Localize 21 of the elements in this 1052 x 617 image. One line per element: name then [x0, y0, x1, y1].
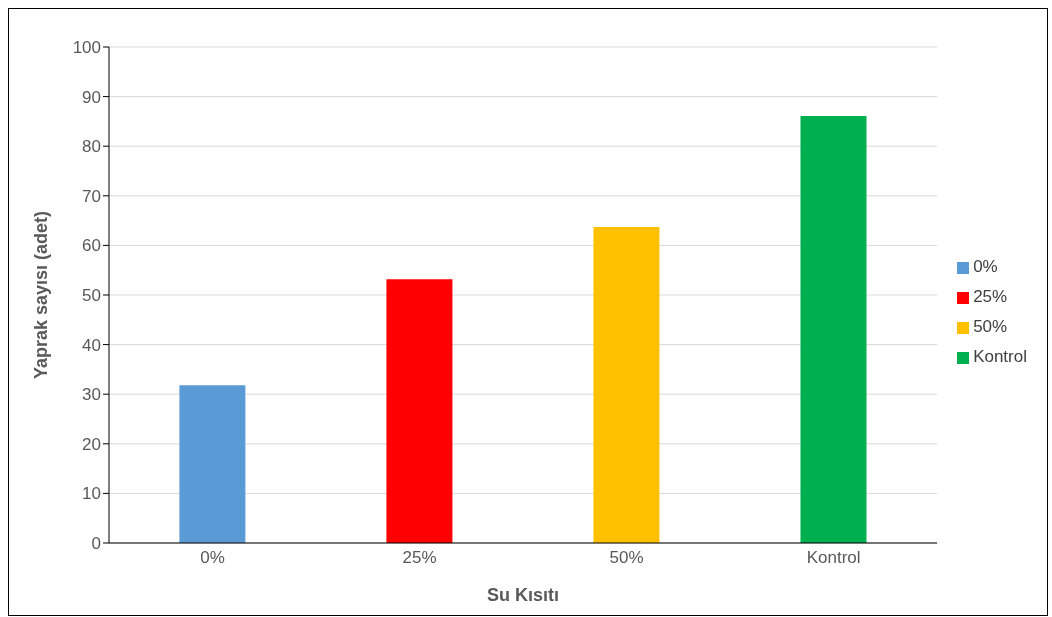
- y-tick-label: 100: [72, 38, 101, 58]
- y-tick-label: 40: [82, 335, 101, 355]
- x-tick-label: 25%: [402, 548, 437, 568]
- y-tick-label: 0: [91, 534, 101, 554]
- y-tick-label: 70: [82, 186, 101, 206]
- y-tick-label: 30: [82, 385, 101, 405]
- y-tick-label: 20: [82, 434, 101, 454]
- y-tick-label: 60: [82, 236, 101, 256]
- legend-label: 25%: [973, 287, 1008, 306]
- legend-label: 50%: [973, 317, 1008, 336]
- y-tick-label: 90: [82, 87, 101, 107]
- y-axis-title: Yaprak sayısı (adet): [31, 210, 52, 380]
- x-tick-label: Kontrol: [806, 548, 861, 568]
- x-tick-label: 50%: [609, 548, 644, 568]
- x-tick-label: 0%: [200, 548, 225, 568]
- y-tick-label: 10: [82, 484, 101, 504]
- y-tick-label: 50: [82, 286, 101, 306]
- legend-label: Kontrol: [973, 347, 1027, 366]
- x-axis-title: Su Kısıtı: [487, 585, 560, 605]
- y-tick-label: 80: [82, 137, 101, 157]
- legend-label: 0%: [973, 257, 998, 276]
